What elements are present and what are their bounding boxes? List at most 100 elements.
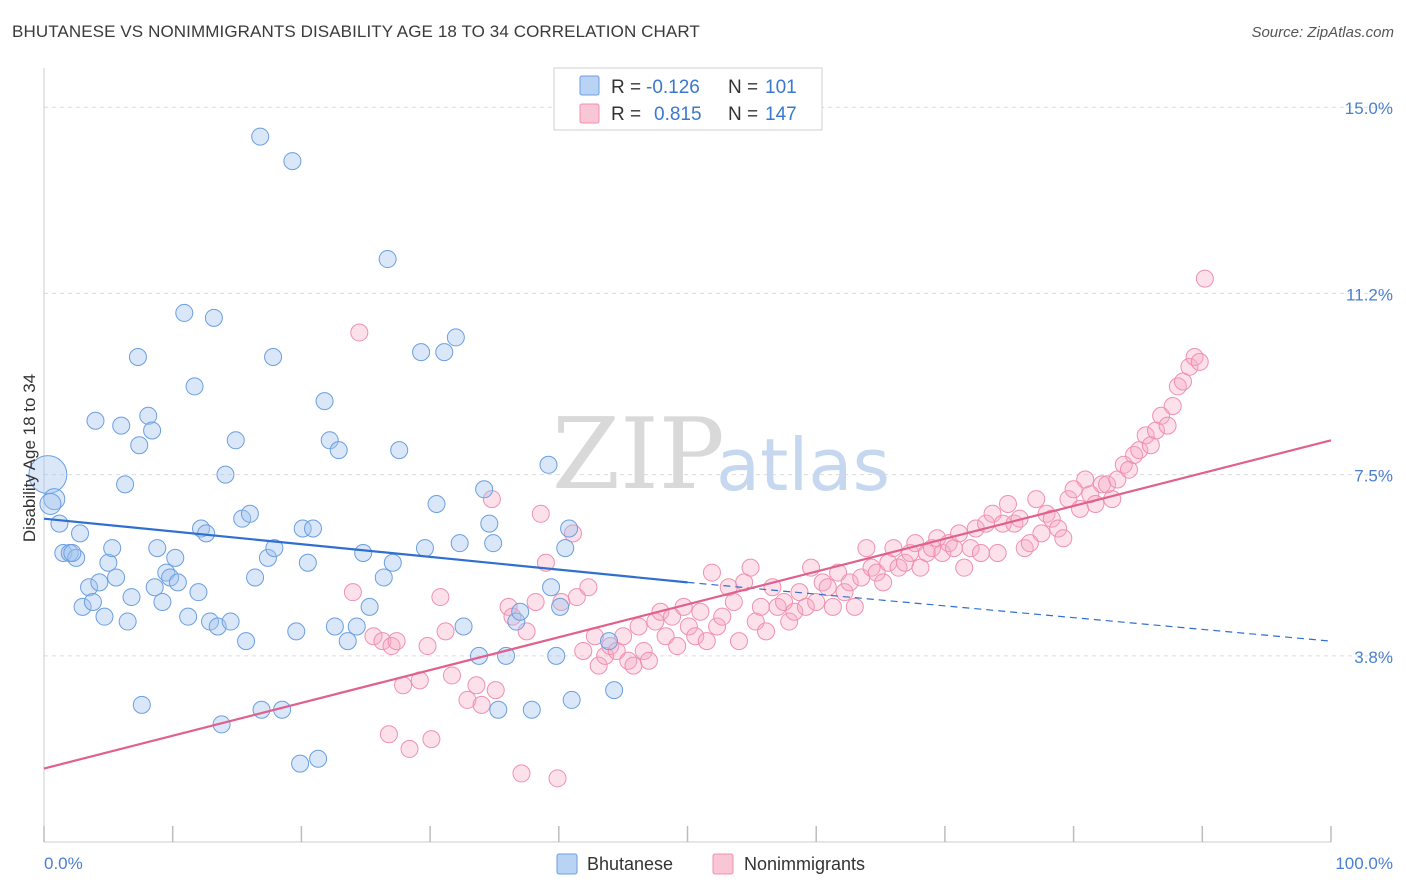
nonimmigrants-point: [741, 558, 760, 577]
bhutanese-point: [264, 348, 283, 367]
nonimmigrants-point: [1190, 352, 1209, 371]
nonimmigrants-point: [639, 651, 658, 670]
bhutanese-point: [80, 578, 99, 597]
nonimmigrants-point: [780, 612, 799, 631]
nonimmigrants-point: [472, 695, 491, 714]
bhutanese-point: [148, 539, 167, 558]
bhutanese-point: [347, 617, 366, 636]
bhutanese-point: [251, 127, 270, 146]
nonimmigrants-point: [988, 543, 1007, 562]
nonimmigrants-point: [724, 592, 743, 611]
x-tick-label-max: 100.0%: [1335, 854, 1393, 873]
nonimmigrants-point: [619, 651, 638, 670]
nonimmigrants-point: [691, 602, 710, 621]
bhutanese-point: [128, 348, 147, 367]
nonimmigrants-point: [874, 573, 893, 592]
bhutanese-point: [542, 578, 561, 597]
nonimmigrants-point: [1103, 490, 1122, 509]
bhutanese-point: [539, 455, 558, 474]
bottom-legend-swatch-nonimmigrants: [712, 853, 734, 875]
bhutanese-point: [374, 568, 393, 587]
nonimmigrants-point: [818, 578, 837, 597]
nonimmigrants-point: [364, 627, 383, 646]
nonimmigrants-point: [1032, 524, 1051, 543]
bhutanese-point: [329, 441, 348, 460]
nonimmigrants-point: [431, 588, 450, 607]
nonimmigrants-point: [840, 573, 859, 592]
nonimmigrants-point: [813, 573, 832, 592]
nonimmigrants-point: [373, 632, 392, 651]
nonimmigrants-point: [1064, 480, 1083, 499]
nonimmigrants-point: [422, 730, 441, 749]
bhutanese-point: [116, 475, 135, 494]
bhutanese-point: [390, 441, 409, 460]
nonimmigrants-point: [499, 597, 518, 616]
bhutanese-point: [168, 573, 187, 592]
series-legend: Bhutanese Nonimmigrants: [556, 853, 865, 875]
nonimmigrants-point: [835, 583, 854, 602]
legend-r-label-1: R =: [611, 77, 641, 98]
bhutanese-point: [511, 602, 530, 621]
legend-n-label-1: N =: [728, 77, 758, 98]
bhutanese-point: [415, 539, 434, 558]
nonimmigrants-trend-line: [43, 439, 1332, 770]
nonimmigrants-point: [933, 543, 952, 562]
nonimmigrants-point: [823, 597, 842, 616]
source-label: Source: ZipAtlas.com: [1251, 24, 1394, 41]
bhutanese-point: [547, 646, 566, 665]
bhutanese-point: [427, 494, 446, 513]
bhutanese-point: [412, 343, 431, 362]
bhutanese-point: [446, 328, 465, 347]
nonimmigrants-point: [1027, 490, 1046, 509]
bhutanese-point: [599, 632, 618, 651]
nonimmigrants-point: [971, 543, 990, 562]
y-tick-label: 11.2%: [1346, 285, 1393, 304]
bhutanese-point: [293, 519, 312, 538]
nonimmigrants-point: [1180, 357, 1199, 376]
nonimmigrants-point: [867, 563, 886, 582]
bhutanese-point: [291, 754, 310, 773]
nonimmigrants-point: [729, 632, 748, 651]
bhutanese-point: [226, 431, 245, 450]
nonimmigrants-point: [708, 617, 727, 636]
bhutanese-point: [139, 406, 158, 425]
bhutanese-point: [130, 436, 149, 455]
axes: [43, 68, 1332, 843]
bhutanese-point: [551, 597, 570, 616]
bhutanese-point: [480, 514, 499, 533]
bhutanese-point: [185, 377, 204, 396]
nonimmigrants-point: [961, 539, 980, 558]
bhutanese-point: [122, 588, 141, 607]
nonimmigrants-point: [1136, 426, 1155, 445]
nonimmigrants-point: [629, 617, 648, 636]
bhutanese-point: [522, 700, 541, 719]
nonimmigrants-point: [579, 578, 598, 597]
bhutanese-point: [86, 411, 105, 430]
bhutanese-point: [246, 568, 265, 587]
nonimmigrants-point: [679, 617, 698, 636]
y-tick-labels: 15.0% 11.2% 7.5% 3.8%: [1345, 99, 1393, 667]
bhutanese-point: [143, 421, 162, 440]
nonimmigrants-point: [387, 632, 406, 651]
nonimmigrants-point: [697, 632, 716, 651]
nonimmigrants-point: [757, 622, 776, 641]
bhutanese-point: [605, 681, 624, 700]
nonimmigrants-point: [467, 676, 486, 695]
nonimmigrants-point: [1015, 539, 1034, 558]
nonimmigrants-point: [574, 641, 593, 660]
nonimmigrants-point: [1185, 348, 1204, 367]
nonimmigrants-point: [857, 539, 876, 558]
nonimmigrants-point: [1042, 509, 1061, 528]
nonimmigrants-point: [418, 637, 437, 656]
nonimmigrants-point: [442, 666, 461, 685]
nonimmigrants-point: [382, 637, 401, 656]
bhutanese-point: [50, 514, 69, 533]
chart-title: BHUTANESE VS NONIMMIGRANTS DISABILITY AG…: [12, 22, 700, 41]
bhutanese-point: [560, 519, 579, 538]
legend-n-value-2: 147: [765, 104, 797, 125]
nonimmigrants-point: [1125, 446, 1144, 464]
watermark: ZIP atlas: [552, 398, 890, 512]
legend-n-label-2: N =: [728, 104, 758, 125]
bhutanese-point: [489, 700, 508, 719]
legend-r-value-2: 0.815: [654, 104, 702, 125]
